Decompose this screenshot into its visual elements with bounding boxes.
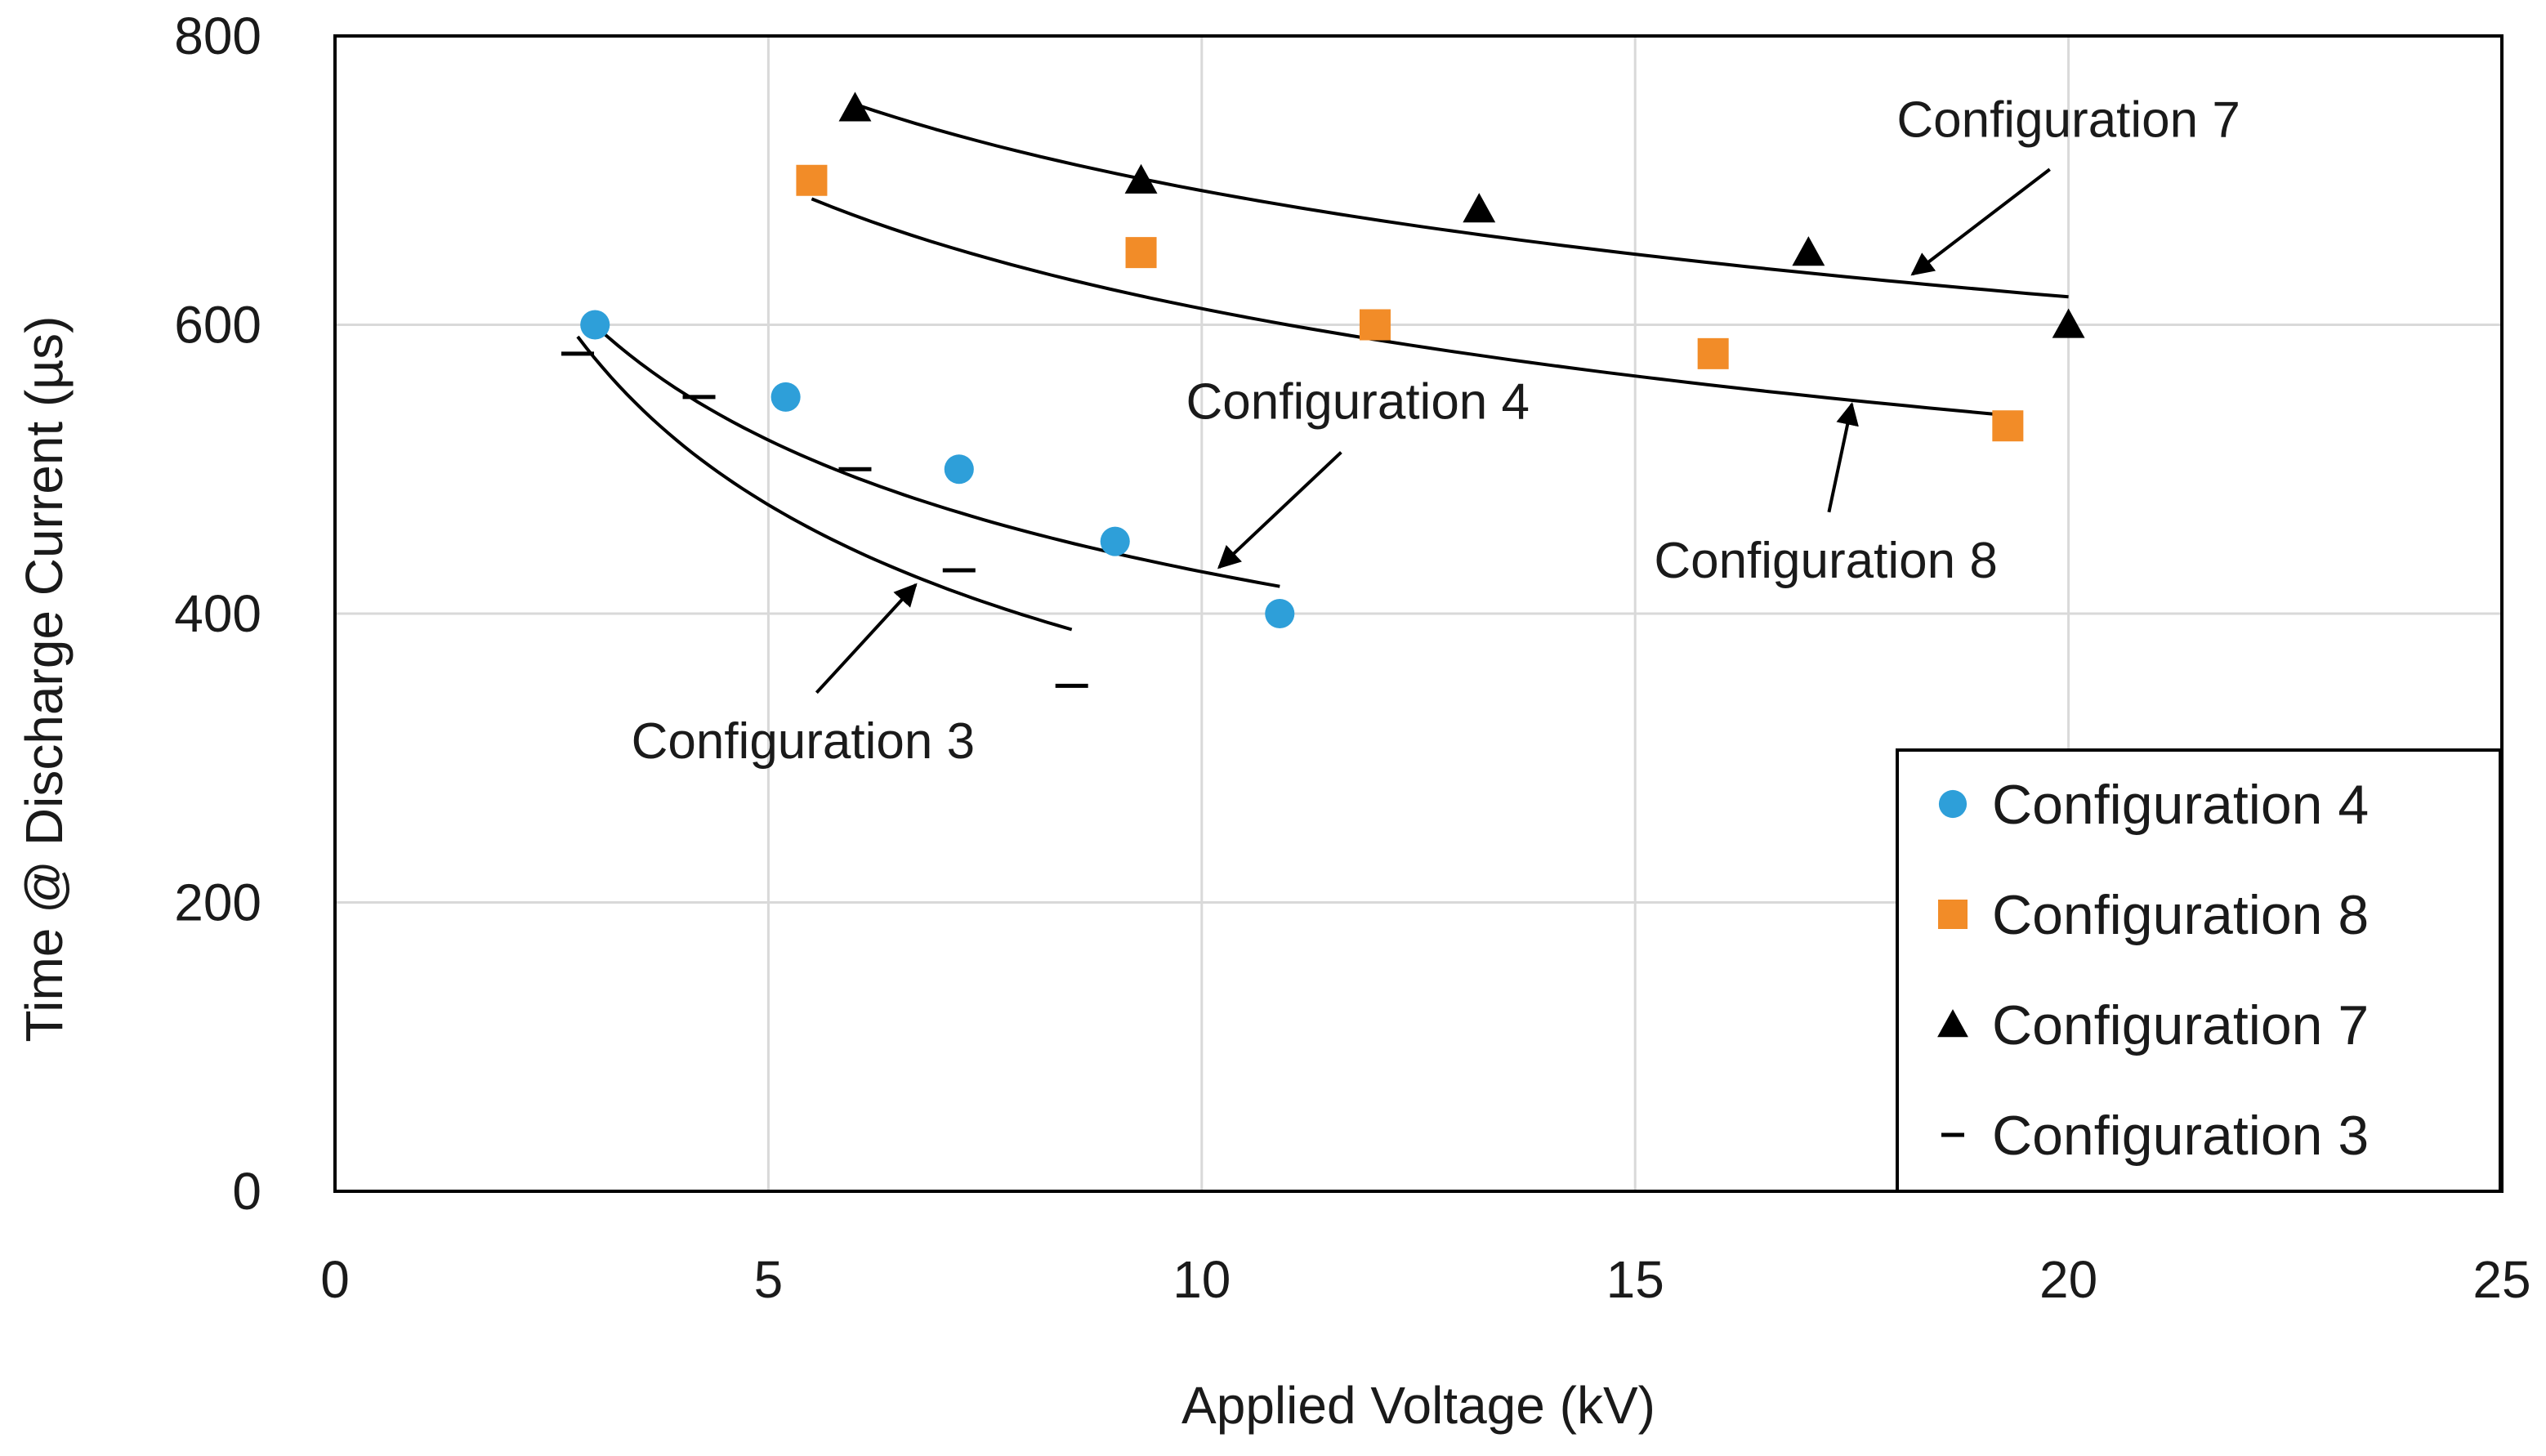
data-point-configuration-4	[1100, 526, 1130, 556]
legend-label: Configuration 3	[1992, 1105, 2369, 1167]
x-tick-label: 0	[320, 1250, 350, 1309]
y-tick-label: 400	[174, 584, 261, 643]
annotation-arrow	[1827, 401, 1859, 513]
legend-item-configuration-8: Configuration 8	[1938, 884, 2369, 946]
trend-lines	[576, 102, 2069, 632]
data-point-configuration-8	[1359, 309, 1391, 341]
trend-line-configuration-4	[593, 324, 1280, 588]
legend-item-configuration-7: Configuration 7	[1937, 994, 2369, 1056]
y-tick-label: 800	[174, 7, 261, 65]
x-tick-label: 25	[2472, 1250, 2530, 1309]
data-point-configuration-4	[944, 454, 974, 485]
trend-line-configuration-8	[811, 197, 2008, 418]
annotation-label: Configuration 4	[1186, 373, 1530, 430]
data-point-configuration-8	[796, 164, 828, 196]
x-tick-label: 5	[754, 1250, 784, 1309]
annotation-label: Configuration 8	[1654, 533, 1998, 589]
trend-line-configuration-7	[854, 102, 2069, 299]
plot-frame	[333, 34, 2504, 1193]
data-point-configuration-7	[838, 92, 872, 122]
data-point-configuration-8	[1697, 337, 1729, 369]
legend: Configuration 4 Configuration 8 Configurat…	[1896, 748, 2502, 1193]
x-tick-label: 20	[2039, 1250, 2097, 1309]
annotations: Configuration 7 Configuration 8 Configurat…	[632, 92, 2240, 770]
y-tick-label: 0	[232, 1162, 261, 1221]
data-point-configuration-4	[1265, 598, 1295, 629]
series-configuration-3	[561, 351, 1088, 688]
annotation-arrow	[1910, 167, 2051, 276]
series-configuration-4	[580, 310, 1295, 629]
data-point-configuration-8	[1125, 237, 1157, 269]
data-point-configuration-7	[2052, 308, 2085, 338]
data-point-configuration-7	[1463, 193, 1496, 223]
legend-marker	[1937, 1009, 1968, 1038]
y-axis-title: Time @ Discharge Current (µs)	[15, 316, 74, 1043]
trend-line-configuration-3	[576, 335, 1073, 632]
series-configuration-7	[838, 92, 2085, 338]
data-points	[561, 92, 2085, 688]
legend-item-configuration-4: Configuration 4	[1938, 774, 2369, 836]
legend-label: Configuration 8	[1992, 884, 2369, 946]
y-tick-labels: 0 200 400 600 800	[174, 7, 261, 1221]
legend-label: Configuration 4	[1992, 774, 2369, 836]
annotation-arrow	[815, 583, 918, 695]
data-point-configuration-7	[1792, 236, 1825, 266]
legend-label: Configuration 7	[1992, 994, 2369, 1056]
data-point-configuration-7	[1124, 163, 1158, 194]
data-point-configuration-8	[1992, 410, 2024, 442]
data-point-configuration-4	[770, 382, 801, 412]
x-tick-labels: 0 5 10 15 20 25	[320, 1250, 2530, 1309]
legend-item-configuration-3: Configuration 3	[1941, 1105, 2369, 1167]
annotation-label: Configuration 3	[632, 713, 976, 770]
legend-box	[1896, 748, 2502, 1193]
series-configuration-8	[796, 164, 2024, 442]
x-tick-label: 15	[1606, 1250, 1664, 1309]
annotation-label: Configuration 7	[1896, 92, 2240, 149]
x-axis-title: Applied Voltage (kV)	[1181, 1376, 1655, 1435]
y-tick-label: 600	[174, 296, 261, 355]
legend-marker	[1938, 900, 1968, 929]
data-point-configuration-4	[580, 310, 610, 340]
y-tick-label: 200	[174, 873, 261, 932]
legend-marker	[1938, 789, 1968, 819]
annotation-arrow	[1217, 451, 1342, 569]
x-tick-label: 10	[1172, 1250, 1231, 1309]
